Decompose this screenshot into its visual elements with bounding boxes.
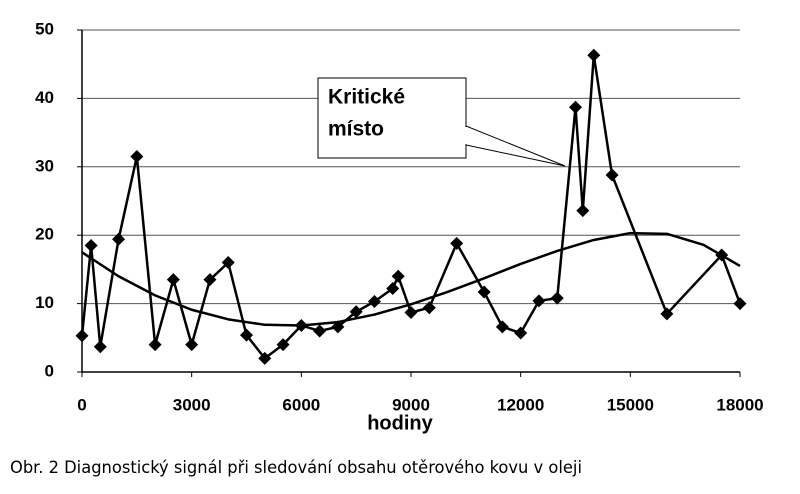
callout-box — [317, 77, 467, 159]
x-tick-label: 18000 — [716, 395, 763, 414]
marker — [532, 294, 546, 308]
y-tick-label: 50 — [35, 19, 54, 38]
x-tick-label: 9000 — [392, 395, 430, 414]
annotation: místo — [328, 118, 384, 141]
annotation: Kritické — [328, 86, 405, 109]
callout-leader — [465, 125, 566, 167]
marker — [550, 291, 564, 305]
y-tick-label: 40 — [35, 88, 54, 107]
marker — [185, 338, 199, 352]
y-tick-label: 30 — [35, 156, 54, 175]
caption: Obr. 2 Diagnostický signál při sledování… — [10, 458, 582, 478]
x-tick-label: 6000 — [282, 395, 320, 414]
marker — [294, 318, 308, 332]
marker — [422, 301, 436, 315]
marker — [240, 328, 253, 342]
y-tick-label: 0 — [45, 361, 54, 380]
x-tick-label: 0 — [77, 395, 86, 414]
marker — [93, 340, 107, 354]
marker — [569, 100, 582, 114]
marker — [130, 150, 144, 164]
marker — [276, 338, 290, 352]
y-tick-label: 20 — [35, 225, 54, 244]
x-tick-label: 3000 — [173, 395, 211, 414]
marker — [450, 236, 464, 250]
marker — [203, 273, 217, 287]
marker — [331, 320, 345, 334]
marker — [148, 338, 162, 352]
marker — [495, 320, 509, 334]
marker — [221, 256, 235, 270]
x-axis-label: hodiny — [367, 412, 433, 434]
x-tick-label: 12000 — [497, 395, 544, 414]
marker — [75, 329, 89, 343]
marker — [477, 285, 491, 299]
marker — [349, 305, 363, 319]
marker — [715, 248, 729, 262]
marker — [313, 324, 327, 338]
marker — [84, 238, 98, 252]
marker — [112, 232, 126, 246]
marker — [404, 305, 418, 319]
marker — [660, 307, 674, 321]
marker — [514, 326, 528, 340]
marker — [166, 273, 180, 287]
marker — [733, 297, 747, 311]
marker — [367, 295, 381, 309]
trend-line — [81, 231, 741, 327]
marker — [605, 168, 619, 182]
marker — [576, 204, 590, 218]
marker — [258, 351, 272, 365]
marker — [386, 282, 400, 296]
marker — [587, 48, 601, 62]
y-tick-label: 10 — [35, 293, 54, 312]
marker — [391, 269, 405, 283]
x-tick-label: 15000 — [607, 395, 654, 414]
